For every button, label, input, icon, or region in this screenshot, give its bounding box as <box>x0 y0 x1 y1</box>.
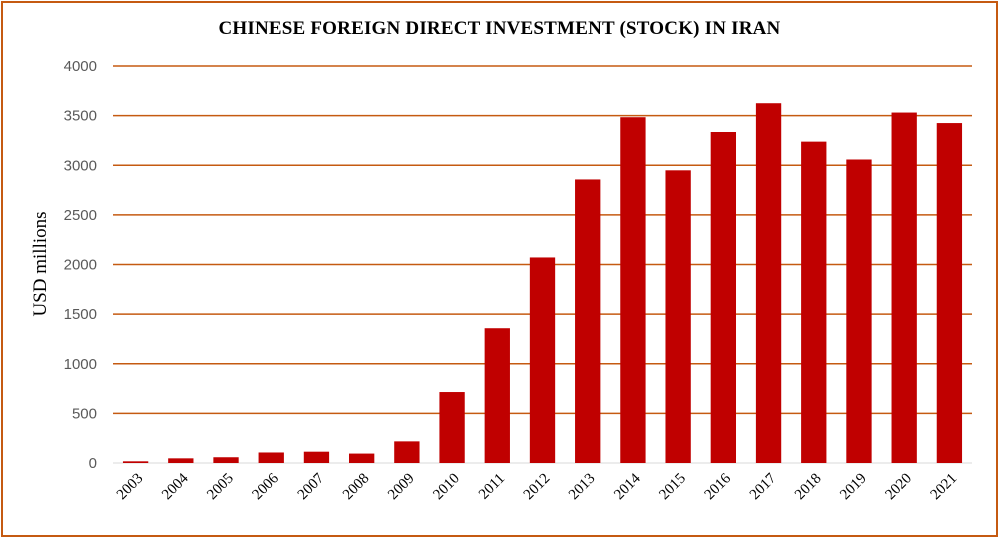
y-tick-label: 2000 <box>64 257 97 274</box>
x-axis-ticks: 2003 2004 2005 2006 2007 2008 2009 2010 2011 2012… <box>114 470 960 503</box>
bar-2006 <box>258 452 284 463</box>
bar-2014 <box>620 117 646 463</box>
chart-title: CHINESE FOREIGN DIRECT INVESTMENT (STOCK… <box>218 18 781 39</box>
y-tick-label: 3000 <box>64 157 97 174</box>
bar-2011 <box>484 328 510 463</box>
x-tick-label: 2012 <box>521 471 554 504</box>
y-axis-ticks: 0 500 1000 1500 2000 2500 3000 3500 4000 <box>64 58 97 472</box>
x-tick-label: 2011 <box>476 471 508 503</box>
x-tick-label: 2006 <box>250 470 283 503</box>
x-tick-label: 2018 <box>792 471 825 504</box>
bar-2018 <box>801 141 827 464</box>
x-tick-label: 2014 <box>611 470 644 503</box>
bar-2009 <box>394 441 420 463</box>
bar-2004 <box>168 458 194 463</box>
bar-2013 <box>575 179 601 463</box>
y-tick-label: 500 <box>72 405 97 422</box>
y-tick-label: 0 <box>89 455 97 472</box>
x-tick-label: 2004 <box>159 470 192 503</box>
bar-2019 <box>846 159 872 463</box>
y-tick-label: 3500 <box>64 108 97 125</box>
bars <box>122 103 963 464</box>
bar-2010 <box>439 392 465 463</box>
y-tick-label: 1500 <box>64 306 97 323</box>
x-tick-label: 2015 <box>656 471 689 504</box>
x-tick-label: 2013 <box>566 471 599 504</box>
bar-2020 <box>891 112 917 463</box>
x-tick-label: 2019 <box>837 471 870 504</box>
bar-2015 <box>665 170 691 463</box>
bar-2021 <box>936 123 963 463</box>
x-tick-label: 2007 <box>295 470 328 503</box>
x-tick-label: 2005 <box>204 471 237 504</box>
bar-2016 <box>710 132 737 463</box>
x-tick-label: 2008 <box>340 471 373 504</box>
y-tick-label: 1000 <box>64 356 97 373</box>
bar-2005 <box>213 457 239 463</box>
bar-2007 <box>303 451 330 463</box>
x-tick-label: 2016 <box>702 470 735 503</box>
y-tick-label: 4000 <box>64 58 97 75</box>
x-tick-label: 2003 <box>114 471 147 504</box>
y-axis-label: USD millions <box>30 211 51 316</box>
bar-2017 <box>755 103 782 463</box>
x-tick-label: 2021 <box>928 471 961 504</box>
y-tick-label: 2500 <box>64 207 97 224</box>
bar-2003 <box>122 461 149 463</box>
x-tick-label: 2020 <box>882 471 915 504</box>
x-tick-label: 2010 <box>430 471 463 504</box>
bar-2012 <box>529 257 556 463</box>
x-tick-label: 2009 <box>385 471 418 504</box>
bar-2008 <box>348 453 375 463</box>
x-tick-label: 2017 <box>747 470 780 503</box>
